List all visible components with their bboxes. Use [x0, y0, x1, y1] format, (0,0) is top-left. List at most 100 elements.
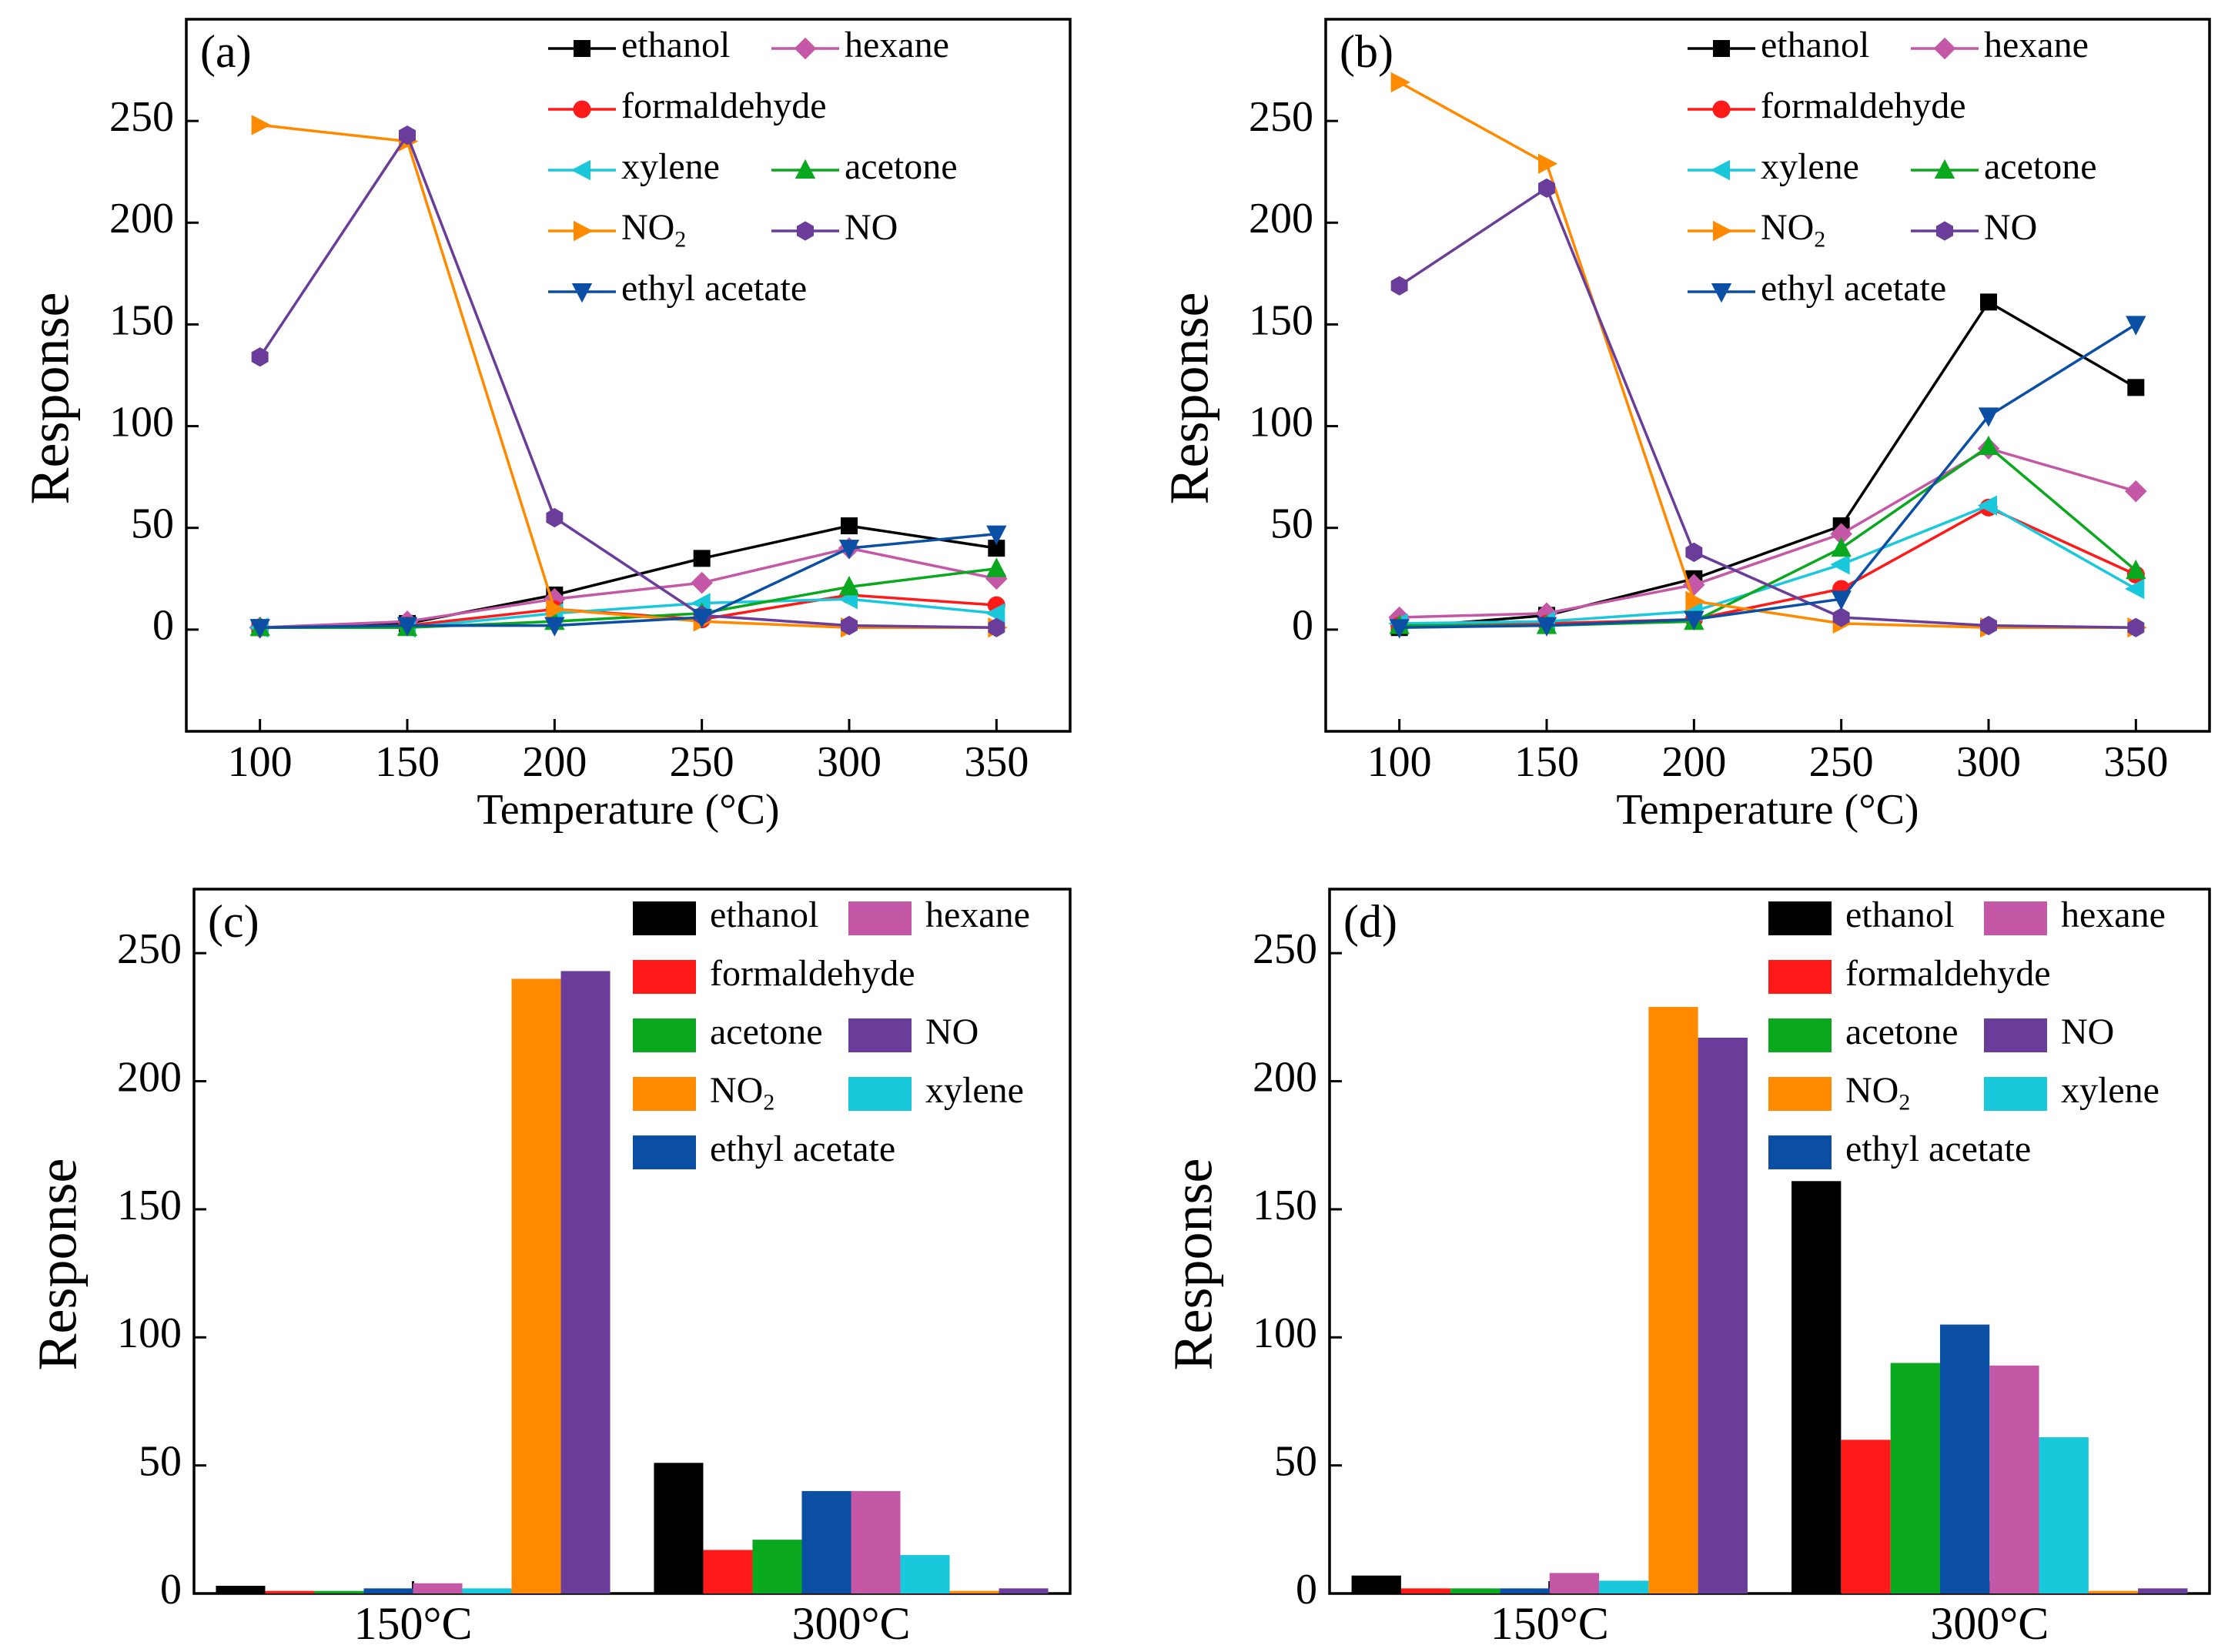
legend-item-xylene: xylene [848, 1070, 1024, 1111]
legend-label: NO2 [621, 207, 686, 252]
y-tick-label: 100 [109, 398, 174, 446]
bar-formaldehyde [1400, 1588, 1451, 1593]
data-point-no [1685, 542, 1703, 563]
legend-label: hexane [925, 895, 1030, 935]
plot-frame [185, 18, 1072, 733]
data-point-xylene [985, 603, 1005, 624]
bar-no [2138, 1588, 2188, 1593]
y-tick-label: 250 [109, 93, 174, 141]
x-tick-label: 150°C [353, 1598, 472, 1649]
legend-item-formaldehyde: formaldehyde [1688, 85, 1966, 126]
legend-item-no2: NO2 [633, 1070, 774, 1115]
chart-panel-b: 0 50 100 150 200 250 Response (b) 100 150 200 250 30… [1159, 18, 2211, 834]
data-point-ethyl_acetate [1536, 617, 1557, 637]
panel-label: (d) [1343, 896, 1397, 947]
legend-item-acetone: acetone [1911, 146, 2097, 187]
x-axis-label: Temperature (°C) [477, 786, 779, 834]
y-tick-label: 100 [117, 1309, 182, 1357]
legend-swatch [1768, 1135, 1832, 1169]
legend-item-no: NO [1911, 207, 2037, 248]
legend-item-ethanol: ethanol [1688, 25, 1869, 65]
y-tick-label: 200 [117, 1053, 182, 1101]
bar-acetone [1450, 1588, 1500, 1593]
data-point-no [1832, 607, 1850, 627]
legend-swatch [1768, 1077, 1832, 1111]
legend-item-ethyl_acetate: ethyl acetate [633, 1129, 895, 1169]
legend-marker [794, 37, 817, 60]
legend-marker [1713, 220, 1733, 242]
legend-item-ethyl_acetate: ethyl acetate [1688, 268, 1946, 309]
y-tick-label: 0 [1296, 1566, 1317, 1614]
legend-item-ethanol: ethanol [1768, 895, 1954, 935]
legend-swatch [848, 1077, 912, 1111]
data-point-ethyl_acetate [1684, 610, 1704, 630]
legend-item-hexane: hexane [1984, 895, 2166, 935]
y-axis-label: Response [1159, 293, 1220, 505]
x-tick-label: 150 [1514, 738, 1579, 786]
bar-ethanol [654, 1463, 704, 1593]
y-tick-label: 200 [1249, 195, 1313, 242]
bar-formaldehyde [703, 1550, 753, 1593]
data-point-no [1390, 276, 1408, 296]
legend-item-hexane: hexane [848, 895, 1030, 935]
series-line-acetone [259, 567, 997, 629]
legend-swatch [1984, 1018, 2047, 1052]
bar-hexane [1549, 1573, 1600, 1593]
legend-item-no: NO [848, 1012, 979, 1052]
legend-marker [797, 221, 814, 241]
bar-no2 [949, 1590, 999, 1593]
data-point-ethyl_acetate [986, 525, 1007, 545]
data-point-no2 [1538, 153, 1558, 174]
data-point-no [2127, 617, 2145, 637]
series-line-ethanol [1399, 300, 2137, 629]
x-axis-label: Temperature (°C) [1616, 786, 1919, 834]
data-point-hexane [691, 571, 713, 594]
x-tick-label: 250 [1809, 738, 1874, 786]
series-line-hexane [1399, 446, 2136, 619]
bar-xylene [1599, 1580, 1649, 1593]
series-formaldehyde [251, 586, 1005, 637]
series-hexane [1388, 437, 2147, 629]
bar-acetone [752, 1540, 802, 1593]
legend-item-xylene: xylene [1984, 1070, 2159, 1111]
series-line-acetone [1399, 445, 2137, 627]
legend-label: hexane [1984, 25, 2089, 65]
data-point-xylene [1977, 495, 1997, 516]
y-tick-label: 100 [1249, 398, 1313, 446]
series-line-xylene [1399, 503, 2137, 625]
legend-item-ethanol: ethanol [548, 25, 730, 65]
y-tick-label: 250 [1249, 93, 1313, 141]
series-line-ethanol [259, 524, 997, 629]
series-ethyl_acetate [249, 525, 1007, 639]
legend-swatch [848, 901, 912, 935]
data-point-acetone [838, 576, 860, 596]
y-tick-label: 50 [139, 1437, 182, 1485]
y-tick-label: 200 [1253, 1053, 1317, 1101]
legend-item-hexane: hexane [1911, 25, 2089, 65]
legend-label: ethanol [621, 25, 730, 65]
data-point-ethyl_acetate [1978, 407, 1999, 427]
x-tick-label: 300°C [791, 1598, 910, 1649]
data-point-ethyl_acetate [1831, 590, 1852, 610]
legend-marker [1712, 100, 1731, 119]
legend-label: hexane [845, 25, 949, 65]
bar-hexane [413, 1583, 463, 1593]
bar-xylene [2039, 1437, 2089, 1593]
legend-item-acetone: acetone [1768, 1012, 1959, 1052]
bar-ethyl_acetate [363, 1588, 413, 1593]
legend-swatch [633, 1018, 696, 1052]
legend-label: xylene [621, 146, 720, 187]
y-axis-label: Response [27, 1159, 89, 1371]
x-tick-label: 150°C [1490, 1598, 1609, 1649]
data-point-no [251, 347, 269, 367]
x-tick-label: 200 [522, 738, 587, 786]
data-point-acetone [2126, 559, 2146, 580]
bar-ethyl_acetate [801, 1490, 851, 1593]
series-no2 [251, 115, 1008, 638]
legend-swatch [848, 1018, 912, 1052]
legend-marker [573, 100, 591, 119]
x-tick-label: 150 [375, 738, 440, 786]
panel-label: (a) [200, 26, 252, 77]
data-point-acetone [1831, 537, 1852, 557]
